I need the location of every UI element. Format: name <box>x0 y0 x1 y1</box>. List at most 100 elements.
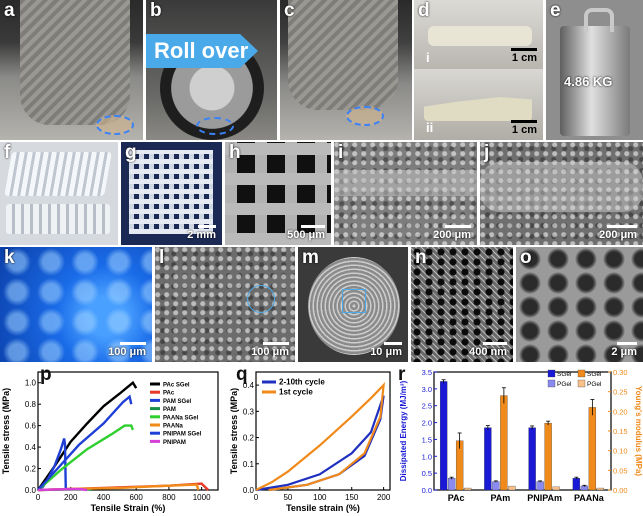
scale-bar: 100 μm <box>108 342 146 358</box>
x-tick-label: PAm <box>490 493 510 503</box>
y-axis-label: Tensile stress (MPa) <box>1 388 11 474</box>
legend-label: PGel <box>587 381 602 388</box>
panel-label: d <box>418 0 430 21</box>
x-tick-label: 50 <box>283 493 292 502</box>
bar <box>463 487 472 491</box>
panel-label: o <box>520 247 532 268</box>
y-tick-label: 1.0 <box>25 379 37 388</box>
legend-label: SGel <box>587 371 602 378</box>
y-tick-label: 0.8 <box>25 400 37 409</box>
panel-c: c <box>280 0 412 140</box>
y-tick-label: 0.0 <box>243 486 255 495</box>
legend-label: PAM SGel <box>163 399 192 405</box>
legend-label: PNIPAM <box>163 440 186 446</box>
x-tick-label: 100 <box>313 493 327 502</box>
panel-label: e <box>550 0 561 21</box>
bar <box>508 485 516 491</box>
panel-label: m <box>302 247 319 268</box>
y-tick-label: 1.5 <box>422 435 432 444</box>
legend-label: PAc SGel <box>163 383 190 389</box>
bar <box>447 478 456 491</box>
panel-label: j <box>484 142 490 163</box>
scale-bar: 1 cm <box>511 48 537 64</box>
bar <box>536 481 544 491</box>
tire-photo <box>20 0 130 125</box>
y-tick-label: 2.0 <box>422 419 432 428</box>
panel-label: i <box>338 142 344 163</box>
panel-q: q 0 50 100 150 200 0.0 0.1 0.2 0.3 0.4 Tensile str… <box>228 364 398 516</box>
scale-bar: 200 μm <box>433 225 471 241</box>
sem-strand <box>334 170 477 196</box>
series-line <box>37 487 88 492</box>
y2-tick-label: 0.00 <box>613 486 628 495</box>
plot-frame <box>37 371 219 491</box>
energy-modulus-chart: 0.0 0.5 1.0 1.5 2.0 2.5 3.0 3.5 0.00 0.05 0.10 0.15… <box>399 368 643 503</box>
bar <box>500 395 508 491</box>
y-axis-label: Dissipated Energy (MJ/m³) <box>399 380 408 481</box>
weight-value: 4.86 KG <box>564 74 613 89</box>
y-tick-label: 0.6 <box>25 422 37 431</box>
legend-swatch <box>547 379 556 388</box>
panel-g: g 2 mm <box>121 142 222 245</box>
subpanel-label-i: i <box>426 50 430 65</box>
gel-sample <box>96 115 134 135</box>
gel-sample <box>346 106 384 126</box>
y-tick-label: 0.4 <box>25 443 37 452</box>
scale-bar: 400 nm <box>469 342 507 358</box>
legend-label: PAANa <box>163 424 184 430</box>
x-tick-label: 0 <box>36 493 41 502</box>
weight-handle <box>584 8 614 32</box>
series-line <box>255 382 386 492</box>
panel-label: f <box>4 142 11 163</box>
y2-axis-label: Young's modulus (MPa) <box>634 386 643 477</box>
y-tick-label: 0.2 <box>243 434 255 443</box>
panel-label: k <box>4 247 15 268</box>
scale-bar: 10 μm <box>370 342 402 358</box>
x-tick-label: 1000 <box>193 493 211 502</box>
gel-photo-i <box>414 0 543 69</box>
y2-tick-label: 0.25 <box>613 388 628 397</box>
scale-bar: 2 μm <box>611 342 637 358</box>
panel-e: 4.86 KG e <box>546 0 643 140</box>
legend-label: PAM <box>163 407 176 413</box>
roll-over-label: Roll over <box>154 38 249 63</box>
x-tick-label: PNIPAm <box>527 493 562 503</box>
panel-label: l <box>159 247 165 268</box>
x-tick-label: PAANa <box>574 493 605 503</box>
bar <box>544 422 552 491</box>
y2-tick-label: 0.30 <box>613 368 628 377</box>
x-tick-label: 200 <box>64 493 78 502</box>
scale-bar: 2 mm <box>187 225 216 241</box>
panel-i: i 200 μm <box>334 142 477 245</box>
legend-label: PAc <box>163 391 175 397</box>
lattice-scaffold <box>129 150 213 234</box>
y2-tick-label: 0.10 <box>613 447 628 456</box>
y2-tick-label: 0.05 <box>613 466 628 475</box>
y-tick-label: 0.1 <box>243 460 255 469</box>
x-tick-label: 150 <box>345 493 359 502</box>
subpanel-label-ii: ii <box>426 120 434 135</box>
y2-tick-label: 0.20 <box>613 407 628 416</box>
panel-a: a <box>0 0 143 140</box>
legend-swatch <box>577 379 586 388</box>
y-tick-label: 0.2 <box>25 465 37 474</box>
panel-label: b <box>150 0 162 21</box>
x-tick-label: 0 <box>254 493 259 502</box>
panel-k: k 100 μm <box>0 247 152 362</box>
legend-label: 1st cycle <box>279 388 313 397</box>
panel-label: a <box>4 0 15 21</box>
panel-r: r 0.0 0.5 1.0 1.5 2.0 2.5 3.0 3.5 0.00 0.05 0.10 0.… <box>398 364 643 516</box>
legend-label: 2-10th cycle <box>279 378 325 387</box>
y-tick-label: 0.3 <box>243 407 255 416</box>
zoom-square <box>342 289 366 313</box>
panel-label: p <box>40 364 52 385</box>
bar <box>596 487 605 491</box>
bar <box>439 381 448 491</box>
y-tick-label: 0.0 <box>422 486 432 495</box>
x-axis-label: Tensile Strain (%) <box>91 503 166 513</box>
legend-swatch <box>547 369 556 378</box>
weight-cylinder <box>560 26 630 136</box>
y-tick-label: 0.4 <box>243 381 255 390</box>
roll-over-arrow <box>146 34 258 68</box>
bar <box>484 427 492 491</box>
